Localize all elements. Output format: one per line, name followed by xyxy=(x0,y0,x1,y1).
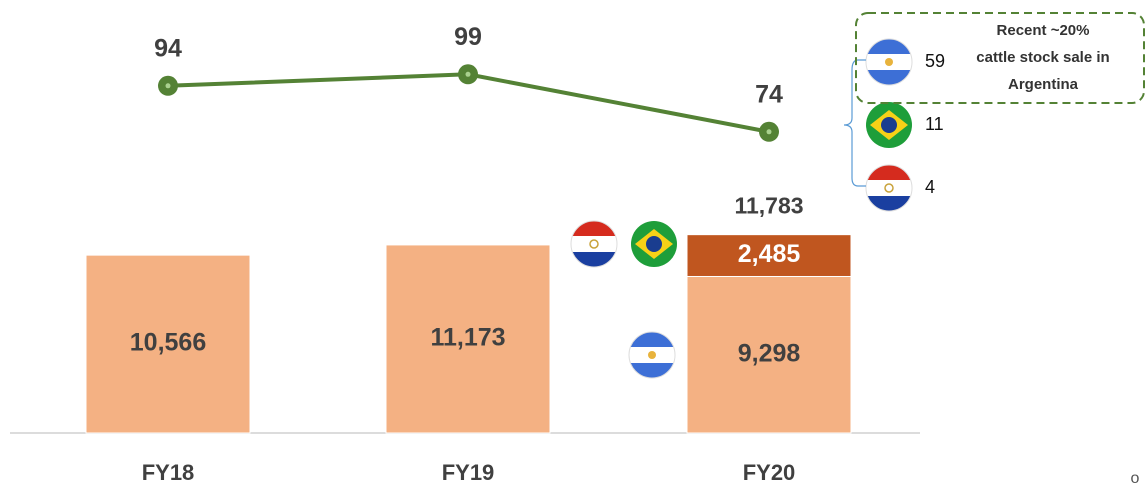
x-tick-label: FY20 xyxy=(743,460,796,485)
line-value-label: 94 xyxy=(154,34,182,62)
total-label: 11,783 xyxy=(734,193,803,219)
flag-brazil xyxy=(631,221,677,267)
callout-text: Argentina xyxy=(1008,76,1079,93)
flag-brazil xyxy=(866,102,912,148)
callout-box xyxy=(855,12,1145,104)
breakdown-label: 11 xyxy=(925,114,944,134)
flag-argentina xyxy=(866,39,912,85)
value-label: 10,566 xyxy=(130,329,206,357)
flag-paraguay xyxy=(571,221,617,267)
line-value-label: 99 xyxy=(454,23,482,51)
x-tick-label: FY19 xyxy=(442,460,495,485)
bar xyxy=(686,234,852,277)
bar xyxy=(85,254,251,434)
line-marker-dot xyxy=(766,129,772,135)
bar xyxy=(686,275,852,434)
breakdown-label: 4 xyxy=(925,177,935,197)
line-marker-dot xyxy=(165,83,171,89)
value-label: 9,298 xyxy=(738,339,801,367)
flag-paraguay xyxy=(866,165,912,211)
value-label: 11,173 xyxy=(430,324,505,352)
x-tick-label: FY18 xyxy=(142,460,195,485)
bar xyxy=(385,244,551,434)
breakdown-label: 59 xyxy=(925,51,945,71)
line-value-label: 74 xyxy=(755,80,783,108)
bracket xyxy=(843,59,866,187)
value-label: 2,485 xyxy=(738,240,801,268)
footer-mark: o xyxy=(1131,470,1140,487)
callout-text: Recent ~20% xyxy=(997,22,1090,39)
flag-argentina xyxy=(629,332,675,378)
callout-text: cattle stock sale in xyxy=(976,49,1109,66)
line-marker-dot xyxy=(465,71,471,77)
